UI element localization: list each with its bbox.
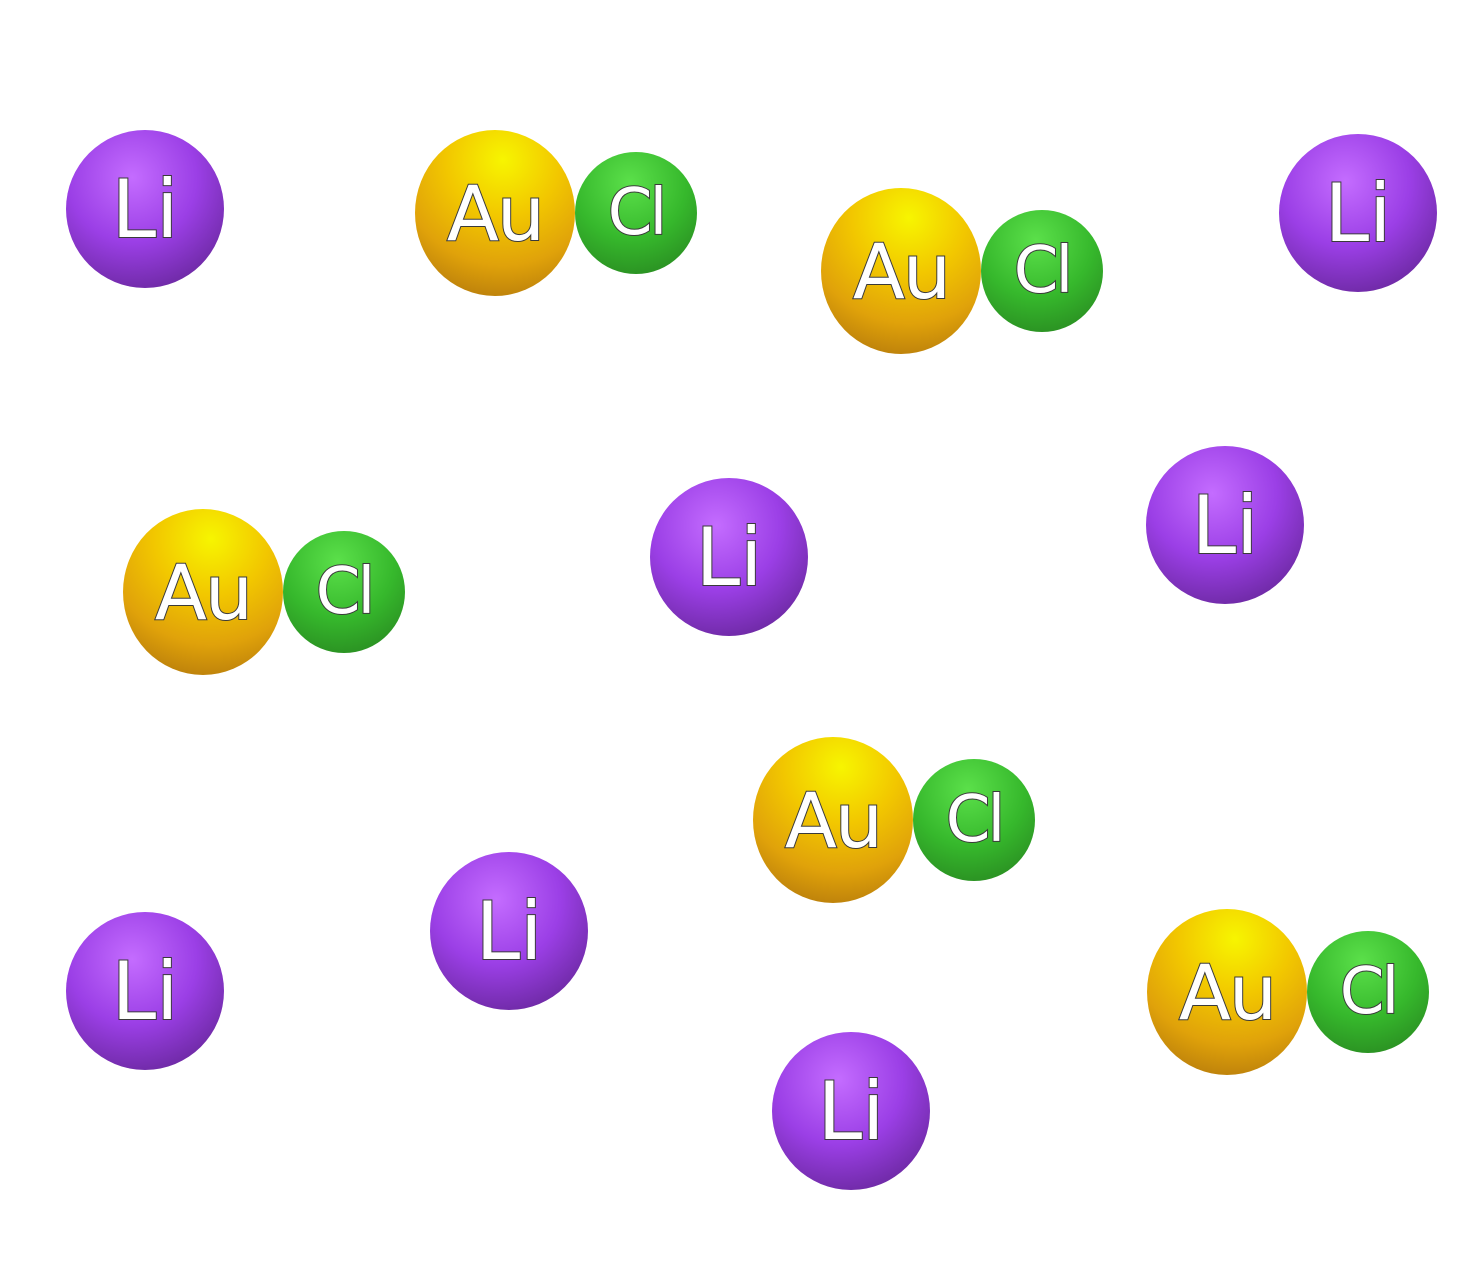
lithium-atom: Li	[430, 852, 588, 1010]
chlorine-atom: Cl	[283, 531, 405, 653]
gold-atom: Au	[821, 188, 981, 354]
chlorine-atom: Cl	[1307, 931, 1429, 1053]
chlorine-atom: Cl	[981, 210, 1103, 332]
lithium-atom: Li	[66, 912, 224, 1070]
atom-label: Cl	[945, 782, 1007, 858]
chlorine-atom: Cl	[575, 152, 697, 274]
atom-label: Au	[446, 168, 546, 259]
lithium-atom: Li	[772, 1032, 930, 1190]
gold-atom: Au	[1147, 909, 1307, 1075]
atom-label: Au	[852, 226, 952, 317]
lithium-atom: Li	[66, 130, 224, 288]
atom-label: Li	[1191, 478, 1260, 573]
gold-atom: Au	[415, 130, 575, 296]
atom-label: Li	[695, 510, 764, 605]
atom-label: Cl	[607, 175, 669, 251]
chlorine-atom: Cl	[913, 759, 1035, 881]
atom-label: Au	[784, 775, 884, 866]
atom-label: Li	[817, 1064, 886, 1159]
gold-chloride-molecule: Au Cl	[415, 130, 697, 296]
gold-chloride-molecule: Au Cl	[1147, 909, 1429, 1075]
atom-label: Au	[1178, 947, 1278, 1038]
lithium-atom: Li	[1279, 134, 1437, 292]
gold-chloride-molecule: Au Cl	[123, 509, 405, 675]
atom-label: Au	[154, 547, 254, 638]
atom-label: Cl	[1013, 233, 1075, 309]
atom-label: Li	[475, 884, 544, 979]
gold-atom: Au	[753, 737, 913, 903]
gold-chloride-molecule: Au Cl	[821, 188, 1103, 354]
gold-chloride-molecule: Au Cl	[753, 737, 1035, 903]
atom-label: Cl	[315, 554, 377, 630]
lithium-atom: Li	[1146, 446, 1304, 604]
atom-label: Li	[1324, 166, 1393, 261]
atom-label: Cl	[1339, 954, 1401, 1030]
gold-atom: Au	[123, 509, 283, 675]
atom-label: Li	[111, 944, 180, 1039]
atom-label: Li	[111, 162, 180, 257]
lithium-atom: Li	[650, 478, 808, 636]
